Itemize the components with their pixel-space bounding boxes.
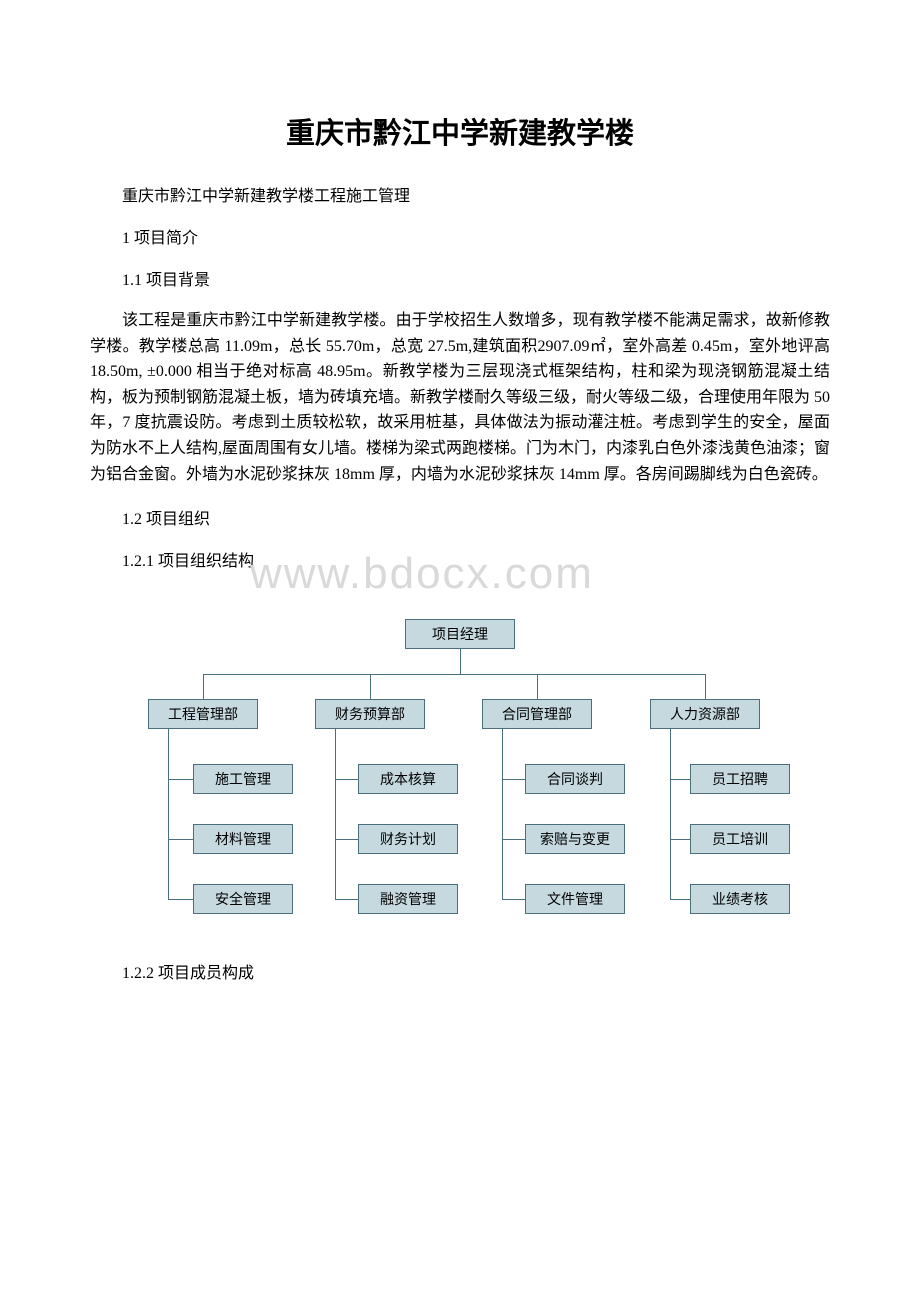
org-sub-0-0: 施工管理 bbox=[193, 764, 293, 794]
org-root: 项目经理 bbox=[405, 619, 515, 649]
body-paragraph: 该工程是重庆市黔江中学新建教学楼。由于学校招生人数增多，现有教学楼不能满足需求，… bbox=[90, 308, 830, 487]
org-dept-3: 人力资源部 bbox=[650, 699, 760, 729]
subtitle: 重庆市黔江中学新建教学楼工程施工管理 bbox=[90, 182, 830, 206]
org-dept-2: 合同管理部 bbox=[482, 699, 592, 729]
org-sub-2-1: 索赔与变更 bbox=[525, 824, 625, 854]
section-1-1: 1.1 项目背景 bbox=[90, 266, 830, 290]
org-sub-1-1: 财务计划 bbox=[358, 824, 458, 854]
section-1-2-2: 1.2.2 项目成员构成 bbox=[90, 959, 830, 983]
org-sub-3-2: 业绩考核 bbox=[690, 884, 790, 914]
org-dept-1: 财务预算部 bbox=[315, 699, 425, 729]
org-sub-0-1: 材料管理 bbox=[193, 824, 293, 854]
section-1-2: 1.2 项目组织 bbox=[90, 505, 830, 529]
org-chart: www.bdocx.com 项目经理工程管理部财务预算部合同管理部人力资源部施工… bbox=[130, 589, 790, 919]
org-sub-2-0: 合同谈判 bbox=[525, 764, 625, 794]
section-1-2-1: 1.2.1 项目组织结构 bbox=[90, 547, 830, 571]
org-sub-0-2: 安全管理 bbox=[193, 884, 293, 914]
org-sub-3-1: 员工培训 bbox=[690, 824, 790, 854]
section-1: 1 项目简介 bbox=[90, 224, 830, 248]
org-dept-0: 工程管理部 bbox=[148, 699, 258, 729]
page-title: 重庆市黔江中学新建教学楼 bbox=[90, 110, 830, 152]
org-sub-2-2: 文件管理 bbox=[525, 884, 625, 914]
org-sub-3-0: 员工招聘 bbox=[690, 764, 790, 794]
org-sub-1-0: 成本核算 bbox=[358, 764, 458, 794]
org-sub-1-2: 融资管理 bbox=[358, 884, 458, 914]
